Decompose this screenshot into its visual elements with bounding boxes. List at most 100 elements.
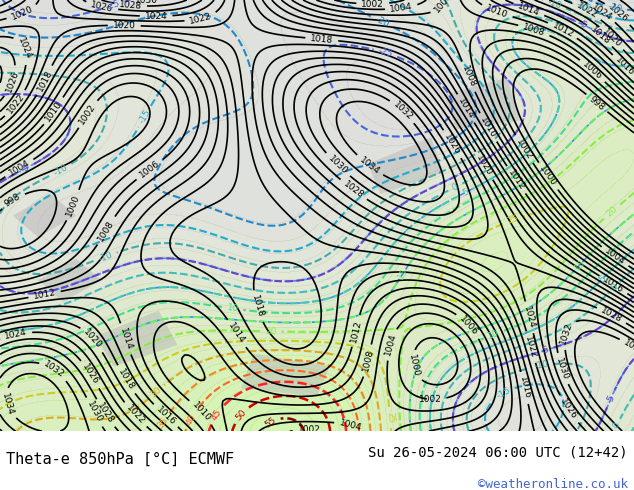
Text: 1024: 1024 [522,305,536,329]
Text: 1034: 1034 [0,392,15,416]
Text: 1018: 1018 [250,294,265,319]
Text: Su 26-05-2024 06:00 UTC (12+42): Su 26-05-2024 06:00 UTC (12+42) [368,446,628,460]
Text: 1004: 1004 [383,332,398,357]
Text: 1004: 1004 [389,2,413,14]
Text: 1010: 1010 [479,115,498,140]
Polygon shape [444,77,520,129]
Polygon shape [13,194,76,237]
Text: 1006: 1006 [458,314,480,337]
Text: -5: -5 [539,345,550,356]
Text: 1022: 1022 [575,1,599,21]
Text: 45: 45 [210,408,224,422]
Text: -25: -25 [105,0,121,12]
Text: 1016: 1016 [601,275,626,294]
Text: 1008: 1008 [96,219,116,243]
Text: -5: -5 [605,392,617,405]
Text: 30: 30 [149,385,164,399]
Text: 1020: 1020 [600,27,623,49]
Text: 1024: 1024 [4,328,28,341]
Text: 1016: 1016 [518,376,532,400]
Polygon shape [241,354,330,397]
Text: 25: 25 [506,214,520,226]
Text: 1030: 1030 [554,357,570,381]
Text: 1016: 1016 [613,55,634,78]
Text: 1024: 1024 [145,12,167,21]
Text: 15: 15 [573,257,587,272]
Text: 0: 0 [451,182,460,193]
Text: -15: -15 [137,108,152,125]
Text: 1018: 1018 [588,24,612,46]
Text: 1000: 1000 [65,193,82,218]
Text: 1004: 1004 [8,158,32,178]
Text: 1000: 1000 [538,164,559,188]
Polygon shape [368,138,444,194]
Text: -15: -15 [495,386,512,401]
Text: 10: 10 [487,328,501,341]
Text: 1008: 1008 [460,64,477,89]
Text: -10: -10 [52,163,69,177]
Text: -20: -20 [373,15,391,29]
Text: 1026: 1026 [559,397,578,421]
Text: 1002: 1002 [297,425,321,435]
Text: 1018: 1018 [116,368,136,392]
Text: 1002: 1002 [361,0,384,8]
Text: 998: 998 [587,94,607,112]
Text: 25: 25 [385,412,395,424]
Text: 1030: 1030 [85,400,103,424]
Text: Theta-e 850hPa [°C] ECMWF: Theta-e 850hPa [°C] ECMWF [6,452,235,467]
Text: 15: 15 [396,267,410,281]
Text: 1030: 1030 [327,154,349,176]
Text: 1002: 1002 [514,137,534,161]
Text: 1028: 1028 [119,0,143,11]
Text: 5: 5 [597,274,607,284]
Text: 1022: 1022 [124,403,146,426]
Text: -5: -5 [20,163,32,174]
Text: -15: -15 [574,0,592,14]
Text: 1034: 1034 [622,338,634,357]
Text: 1034: 1034 [358,155,382,176]
Text: 55: 55 [264,416,278,430]
Text: 1010: 1010 [484,3,509,20]
Text: 1020: 1020 [474,153,494,178]
Text: 1026: 1026 [4,69,20,94]
Text: 1010: 1010 [190,401,212,424]
Text: 1014: 1014 [456,97,476,121]
Text: 50: 50 [234,408,248,422]
Text: 1002: 1002 [77,102,98,126]
Text: 1028: 1028 [342,179,365,200]
Text: 1026: 1026 [90,0,114,14]
Text: 1000: 1000 [407,354,420,378]
Text: 1018: 1018 [310,34,333,45]
Text: 1020: 1020 [82,327,104,350]
Text: 1008: 1008 [361,348,375,373]
Text: 1008: 1008 [522,22,547,38]
Text: 1014: 1014 [517,1,541,18]
Text: 40: 40 [184,413,198,427]
Text: -10: -10 [96,250,113,264]
Text: 1024: 1024 [590,2,614,22]
Text: 1032: 1032 [42,360,66,380]
Text: 1006: 1006 [432,0,454,14]
Text: 1012: 1012 [32,288,56,301]
Text: 1024: 1024 [16,37,34,61]
Text: 1022: 1022 [188,11,213,26]
Text: 1010: 1010 [44,99,64,123]
Text: 1012: 1012 [550,21,575,39]
Text: 1026: 1026 [607,2,630,25]
Text: 1006: 1006 [581,60,604,82]
Polygon shape [95,311,178,367]
Text: 1020: 1020 [10,5,35,22]
Text: 1032: 1032 [391,100,414,122]
Text: 1022: 1022 [5,92,27,116]
Text: 1002: 1002 [418,394,441,404]
Text: -10: -10 [546,0,563,11]
Text: 1014: 1014 [226,321,247,345]
Text: 1018: 1018 [36,68,54,93]
Text: 1020: 1020 [113,21,136,30]
Text: 5: 5 [461,187,470,198]
Text: ©weatheronline.co.uk: ©weatheronline.co.uk [477,478,628,490]
Text: 1004: 1004 [603,246,627,267]
Text: 1014: 1014 [118,327,133,351]
Text: 1026: 1026 [443,132,462,156]
Text: 20: 20 [605,204,619,219]
